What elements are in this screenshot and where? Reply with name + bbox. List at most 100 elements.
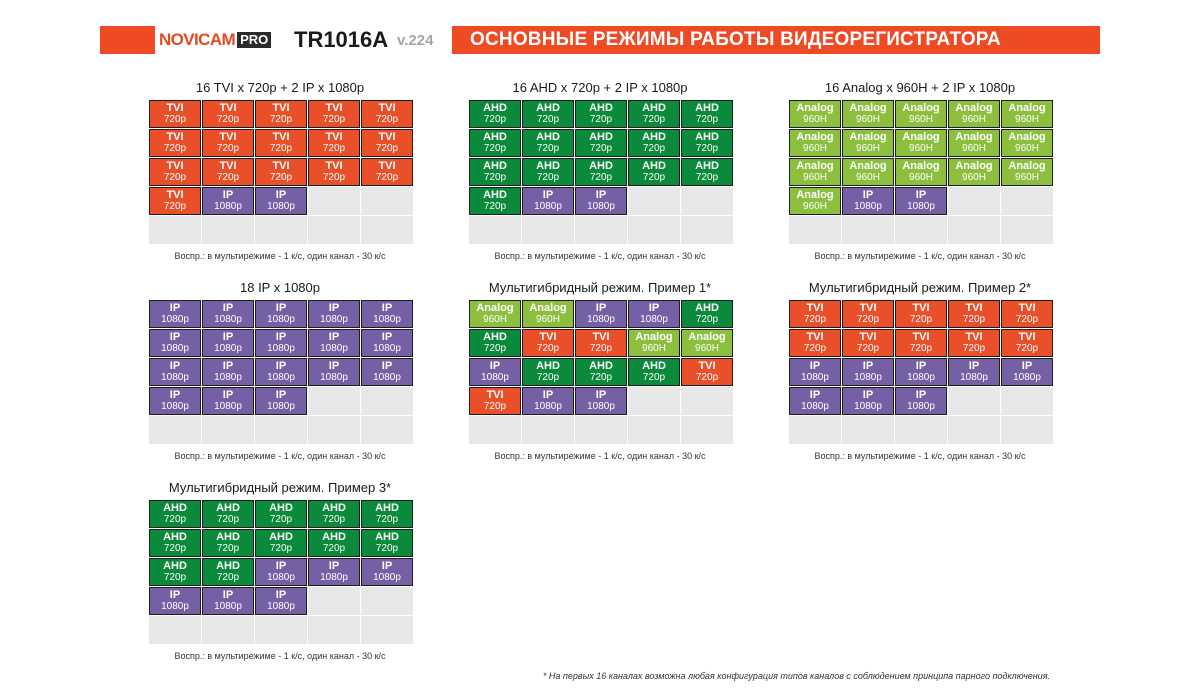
channel-type: IP bbox=[809, 360, 821, 372]
channel-resolution: 720p bbox=[962, 314, 986, 325]
channel-cell-empty bbox=[149, 216, 201, 244]
channel-type: TVI bbox=[166, 160, 184, 172]
channel-resolution: 720p bbox=[536, 143, 560, 154]
channel-cell-ip: IP 1080p bbox=[255, 387, 307, 415]
channel-type: TVI bbox=[539, 331, 557, 343]
channel-cell-empty bbox=[575, 416, 627, 444]
brand-badge: PRO bbox=[237, 32, 272, 48]
channel-resolution: 1080p bbox=[161, 314, 189, 325]
channel-resolution: 1080p bbox=[214, 314, 242, 325]
channel-type: IP bbox=[169, 331, 181, 343]
channel-type: TVI bbox=[1018, 331, 1036, 343]
channel-type: TVI bbox=[378, 160, 396, 172]
channel-cell-ana: Analog 960H bbox=[842, 129, 894, 157]
channel-cell-tvi: TVI 720p bbox=[1001, 300, 1053, 328]
brand-name: NOVICAM bbox=[159, 30, 236, 49]
channel-grid: IP 1080p IP 1080p IP 1080p IP 1080p IP 1080p IP 108… bbox=[149, 300, 413, 444]
channel-cell-ip: IP 1080p bbox=[255, 300, 307, 328]
channel-cell-tvi: TVI 720p bbox=[895, 300, 947, 328]
channel-resolution: 1080p bbox=[214, 372, 242, 383]
channel-resolution: 1080p bbox=[320, 343, 348, 354]
channel-resolution: 960H bbox=[1015, 172, 1039, 183]
channel-resolution: 960H bbox=[803, 172, 827, 183]
channel-cell-ana: Analog 960H bbox=[628, 329, 680, 357]
channel-cell-ana: Analog 960H bbox=[948, 129, 1000, 157]
channel-cell-ahd: AHD 720p bbox=[681, 100, 733, 128]
channel-resolution: 720p bbox=[642, 114, 666, 125]
panel-title: Мультигибридный режим. Пример 3* bbox=[168, 480, 392, 495]
channel-grid: AHD 720p AHD 720p AHD 720p AHD 720p AHD 720p AHD 72… bbox=[149, 500, 413, 644]
channel-cell-ahd: AHD 720p bbox=[522, 158, 574, 186]
channel-type: Analog bbox=[849, 131, 887, 143]
channel-resolution: 1080p bbox=[267, 572, 295, 583]
channel-resolution: 1080p bbox=[801, 401, 829, 412]
channel-resolution: 1080p bbox=[854, 201, 882, 212]
channel-resolution: 960H bbox=[856, 114, 880, 125]
channel-type: TVI bbox=[965, 331, 983, 343]
channel-type: IP bbox=[381, 302, 393, 314]
channel-type: AHD bbox=[589, 131, 613, 143]
channel-cell-ip: IP 1080p bbox=[255, 358, 307, 386]
channel-resolution: 960H bbox=[909, 114, 933, 125]
channel-type: Analog bbox=[796, 160, 834, 172]
channel-cell-tvi: TVI 720p bbox=[202, 158, 254, 186]
channel-resolution: 960H bbox=[1015, 114, 1039, 125]
channel-resolution: 1080p bbox=[267, 343, 295, 354]
channel-cell-empty bbox=[1001, 187, 1053, 215]
panel-title: Мультигибридный режим. Пример 1* bbox=[488, 280, 712, 295]
channel-type: AHD bbox=[163, 560, 187, 572]
channel-cell-ana: Analog 960H bbox=[1001, 100, 1053, 128]
channel-resolution: 720p bbox=[589, 114, 613, 125]
channel-type: IP bbox=[328, 560, 340, 572]
channel-type: TVI bbox=[806, 331, 824, 343]
channel-resolution: 720p bbox=[483, 172, 507, 183]
channel-resolution: 720p bbox=[803, 343, 827, 354]
channel-cell-ana: Analog 960H bbox=[842, 100, 894, 128]
channel-cell-empty bbox=[361, 187, 413, 215]
channel-cell-empty bbox=[681, 387, 733, 415]
mode-panel-hybrid-2: Мультигибридный режим. Пример 2* TVI 720p… bbox=[789, 280, 1053, 461]
channel-cell-ahd: AHD 720p bbox=[469, 129, 521, 157]
channel-type: IP bbox=[222, 389, 234, 401]
channel-resolution: 720p bbox=[1015, 314, 1039, 325]
channel-resolution: 720p bbox=[856, 343, 880, 354]
playback-note: Воспр.: в мультирежиме - 1 к/с, один кан… bbox=[494, 451, 706, 461]
channel-cell-ahd: AHD 720p bbox=[308, 500, 360, 528]
channel-cell-empty bbox=[948, 216, 1000, 244]
channel-cell-ip: IP 1080p bbox=[895, 187, 947, 215]
channel-cell-empty bbox=[628, 187, 680, 215]
channel-type: AHD bbox=[589, 102, 613, 114]
channel-cell-ahd: AHD 720p bbox=[681, 300, 733, 328]
channel-type: IP bbox=[222, 302, 234, 314]
channel-type: Analog bbox=[902, 160, 940, 172]
channel-type: AHD bbox=[269, 502, 293, 514]
mode-panel-tvi: 16 TVI x 720p + 2 IP x 1080p TVI 720p TVI 7… bbox=[149, 80, 413, 261]
channel-cell-empty bbox=[1001, 216, 1053, 244]
channel-cell-ip: IP 1080p bbox=[308, 329, 360, 357]
channel-type: AHD bbox=[483, 131, 507, 143]
channel-resolution: 720p bbox=[536, 343, 560, 354]
channel-cell-ip: IP 1080p bbox=[789, 387, 841, 415]
channel-cell-ip: IP 1080p bbox=[308, 358, 360, 386]
channel-type: Analog bbox=[529, 302, 567, 314]
channel-cell-ip: IP 1080p bbox=[522, 387, 574, 415]
channel-cell-empty bbox=[308, 187, 360, 215]
channel-type: TVI bbox=[378, 131, 396, 143]
channel-type: TVI bbox=[325, 131, 343, 143]
channel-grid: TVI 720p TVI 720p TVI 720p TVI 720p TVI 720p TVI 72… bbox=[789, 300, 1053, 444]
channel-resolution: 720p bbox=[269, 143, 293, 154]
channel-resolution: 720p bbox=[909, 343, 933, 354]
channel-type: Analog bbox=[849, 160, 887, 172]
channel-resolution: 1080p bbox=[267, 601, 295, 612]
channel-resolution: 720p bbox=[269, 114, 293, 125]
channel-cell-ip: IP 1080p bbox=[202, 387, 254, 415]
channel-resolution: 1080p bbox=[640, 314, 668, 325]
channel-type: TVI bbox=[698, 360, 716, 372]
channel-resolution: 960H bbox=[1015, 143, 1039, 154]
channel-cell-ip: IP 1080p bbox=[895, 387, 947, 415]
channel-resolution: 960H bbox=[856, 143, 880, 154]
channel-type: IP bbox=[169, 302, 181, 314]
channel-type: AHD bbox=[216, 502, 240, 514]
channel-resolution: 720p bbox=[216, 543, 240, 554]
mode-panel-hybrid-1: Мультигибридный режим. Пример 1* Analog 9… bbox=[469, 280, 733, 461]
